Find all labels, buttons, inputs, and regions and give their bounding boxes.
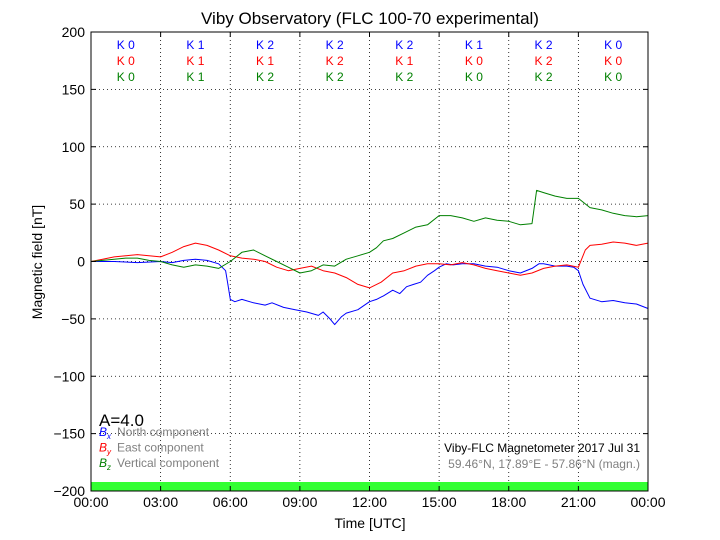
- x-tick-label: 03:00: [143, 494, 178, 510]
- k-index-label: K 2: [326, 38, 344, 52]
- k-index-label: K 2: [535, 54, 553, 68]
- k-index-label: K 2: [326, 70, 344, 84]
- x-axis-label: Time [UTC]: [334, 515, 405, 531]
- x-tick-label: 06:00: [213, 494, 248, 510]
- k-index-label: K 2: [256, 70, 274, 84]
- legend-subscript: z: [106, 463, 111, 472]
- k-index-label: K 0: [604, 54, 622, 68]
- legend-symbol: B: [99, 456, 107, 470]
- legend-subscript: y: [106, 448, 112, 457]
- k-index-label: K 2: [395, 70, 413, 84]
- y-tick-label: −200: [53, 483, 85, 499]
- info-line-2: 59.46°N, 17.89°E - 57.86°N (magn.): [448, 457, 640, 471]
- series-line-east-component: [90, 241, 649, 289]
- legend-label: North component: [117, 425, 210, 439]
- k-index-label: K 2: [535, 38, 553, 52]
- y-tick-label: 100: [62, 139, 86, 155]
- legend-label: Vertical component: [117, 456, 220, 470]
- legend-label: East component: [117, 441, 204, 455]
- k-index-label: K 2: [535, 70, 553, 84]
- legend-symbol: B: [99, 425, 107, 439]
- x-tick-label: 00:00: [73, 494, 108, 510]
- chart-title: Viby Observatory (FLC 100-70 experimenta…: [201, 9, 539, 28]
- k-index-label: K 0: [465, 70, 483, 84]
- k-index-label: K 0: [117, 38, 135, 52]
- x-tick-label: 15:00: [422, 494, 457, 510]
- k-index-labels: K 0 K 1 K 2 K 2 K 2 K 1 K 2 K 0 K 0 K 1 K 1 K 2 K 1 K…: [117, 38, 623, 84]
- k-index-label: K 2: [256, 38, 274, 52]
- x-tick-label: 00:00: [630, 494, 665, 510]
- y-tick-label: 200: [62, 24, 86, 40]
- k-index-label: K 1: [186, 70, 204, 84]
- k-index-label: K 0: [117, 54, 135, 68]
- y-tick-label: −50: [61, 311, 85, 327]
- k-index-label: K 1: [465, 38, 483, 52]
- k-index-label: K 2: [395, 38, 413, 52]
- k-index-label: K 1: [186, 38, 204, 52]
- k-index-label: K 0: [604, 70, 622, 84]
- k-index-label: K 0: [604, 38, 622, 52]
- k-index-label: K 1: [256, 54, 274, 68]
- k-index-label: K 1: [395, 54, 413, 68]
- y-tick-label: 150: [62, 81, 86, 97]
- axis-ticks: 00:00 03:00 06:00 09:00 12:00 15:00 18:00 21:00…: [53, 24, 665, 510]
- x-tick-label: 12:00: [352, 494, 387, 510]
- legend-subscript: x: [106, 432, 112, 441]
- y-tick-label: −100: [53, 368, 85, 384]
- k-index-label: K 0: [117, 70, 135, 84]
- series-lines: [90, 189, 649, 326]
- k-index-label: K 0: [465, 54, 483, 68]
- legend-symbol: B: [99, 441, 107, 455]
- k-index-label: K 1: [186, 54, 204, 68]
- grid-lines: [91, 32, 648, 491]
- k-index-label: K 2: [326, 54, 344, 68]
- x-tick-label: 21:00: [561, 494, 596, 510]
- x-tick-label: 18:00: [491, 494, 526, 510]
- y-tick-label: 0: [77, 254, 85, 270]
- y-tick-label: −150: [53, 426, 85, 442]
- info-line-1: Viby-FLC Magnetometer 2017 Jul 31: [444, 441, 640, 455]
- x-tick-label: 09:00: [282, 494, 317, 510]
- y-tick-label: 50: [69, 196, 85, 212]
- y-axis-label: Magnetic field [nT]: [29, 205, 45, 319]
- a-index: A=4.0: [99, 411, 144, 430]
- series-line-vertical-component: [90, 189, 649, 274]
